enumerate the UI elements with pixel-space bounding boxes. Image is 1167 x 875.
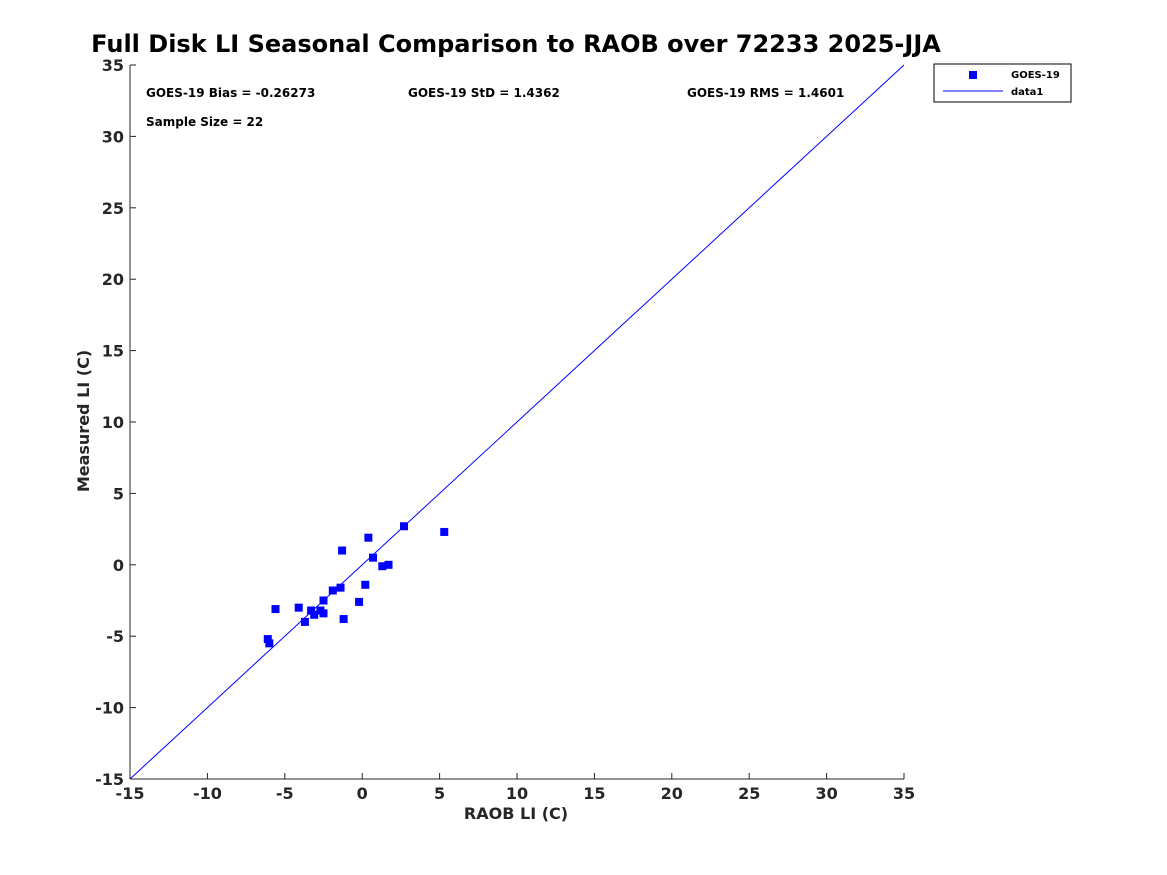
legend-marker-goes19 <box>969 71 977 79</box>
y-tick-label--5: -5 <box>106 627 124 646</box>
x-tick-label-25: 25 <box>738 784 760 803</box>
x-tick-label-0: 0 <box>357 784 368 803</box>
legend-label-data1: data1 <box>1011 87 1043 98</box>
x-tick-label-30: 30 <box>815 784 837 803</box>
chart-title: Full Disk LI Seasonal Comparison to RAOB… <box>91 30 941 58</box>
x-tick-label-10: 10 <box>506 784 528 803</box>
y-tick-label-35: 35 <box>102 56 124 75</box>
scatter-point-18 <box>378 562 387 571</box>
scatter-point-0 <box>263 635 272 644</box>
y-tick-label-25: 25 <box>102 199 124 218</box>
scatter-point-5 <box>307 606 316 615</box>
legend-box <box>933 63 1072 103</box>
scatter-point-14 <box>355 597 364 606</box>
x-axis-label: RAOB LI (C) <box>464 804 568 823</box>
identity-line-data1 <box>129 64 905 780</box>
sample-size-annotation: Sample Size = 22 <box>146 115 263 129</box>
scatter-point-11 <box>336 583 345 592</box>
scatter-point-12 <box>338 546 347 555</box>
scatter-point-8 <box>319 609 328 618</box>
x-tick-label-5: 5 <box>434 784 445 803</box>
scatter-point-3 <box>294 603 303 612</box>
scatter-point-16 <box>364 533 373 542</box>
axes: -15 -10 -5 0 5 10 15 20 25 30 35 -15 -10 -5 0 5 10 15 20 25… <box>95 56 915 803</box>
scatter-point-6 <box>310 610 319 619</box>
std-annotation: GOES-19 StD = 1.4362 <box>408 86 560 100</box>
scatter-point-2 <box>271 605 280 614</box>
y-tick-label--15: -15 <box>95 770 124 789</box>
y-tick-label-10: 10 <box>102 413 124 432</box>
x-tick-label--5: -5 <box>276 784 294 803</box>
y-tick-label-30: 30 <box>102 127 124 146</box>
scatter-point-10 <box>328 586 337 595</box>
y-tick-label-5: 5 <box>113 484 124 503</box>
scatter-point-21 <box>440 527 449 536</box>
identity-line-layer <box>129 64 905 780</box>
scatter-point-13 <box>339 615 348 624</box>
scatter-point-1 <box>265 639 274 648</box>
y-tick-label-15: 15 <box>102 342 124 361</box>
scatter-point-15 <box>361 580 370 589</box>
legend-label-goes19: GOES-19 <box>1011 70 1060 81</box>
x-tick-label--15: -15 <box>116 784 145 803</box>
scatter-point-17 <box>369 553 378 562</box>
y-tick-label-0: 0 <box>113 556 124 575</box>
x-tick-label--10: -10 <box>193 784 222 803</box>
x-tick-label-20: 20 <box>661 784 683 803</box>
bias-annotation: GOES-19 Bias = -0.26273 <box>146 86 315 100</box>
legend: GOES-19 data1 <box>933 63 1072 103</box>
y-tick-label-20: 20 <box>102 270 124 289</box>
scatter-point-4 <box>300 617 309 626</box>
scatter-point-19 <box>384 560 393 569</box>
y-tick-label--10: -10 <box>95 699 124 718</box>
y-axis-label: Measured LI (C) <box>74 350 93 492</box>
x-tick-label-35: 35 <box>893 784 915 803</box>
x-tick-label-15: 15 <box>583 784 605 803</box>
rms-annotation: GOES-19 RMS = 1.4601 <box>687 86 844 100</box>
